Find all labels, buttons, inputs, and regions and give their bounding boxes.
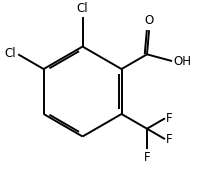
Text: Cl: Cl bbox=[77, 2, 88, 15]
Text: OH: OH bbox=[173, 54, 191, 68]
Text: Cl: Cl bbox=[5, 47, 16, 60]
Text: F: F bbox=[144, 151, 150, 164]
Text: O: O bbox=[144, 14, 154, 27]
Text: F: F bbox=[166, 133, 173, 146]
Text: F: F bbox=[166, 112, 173, 125]
